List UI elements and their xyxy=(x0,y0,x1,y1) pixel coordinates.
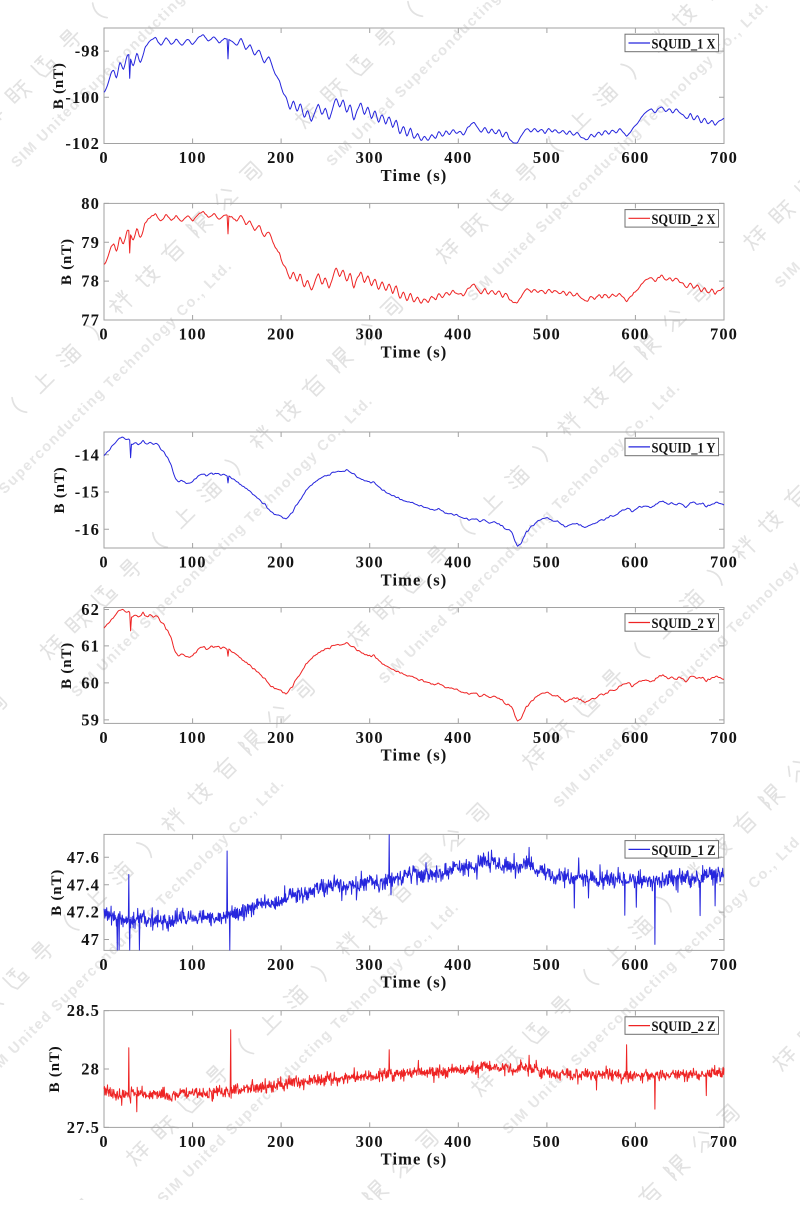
svg-text:700: 700 xyxy=(710,728,738,747)
svg-text:700: 700 xyxy=(710,553,738,572)
svg-text:Time (s): Time (s) xyxy=(381,166,448,185)
svg-text:B (nT): B (nT) xyxy=(47,1046,63,1093)
svg-text:200: 200 xyxy=(267,325,295,344)
svg-text:-100: -100 xyxy=(65,88,100,107)
svg-text:700: 700 xyxy=(710,325,738,344)
svg-text:500: 500 xyxy=(533,1132,561,1151)
svg-text:B (nT): B (nT) xyxy=(52,467,68,514)
svg-text:400: 400 xyxy=(444,955,472,974)
svg-text:Time (s): Time (s) xyxy=(381,973,448,992)
svg-text:79: 79 xyxy=(81,233,100,252)
svg-text:300: 300 xyxy=(356,728,384,747)
svg-text:200: 200 xyxy=(267,728,295,747)
svg-text:47.4: 47.4 xyxy=(67,875,100,894)
svg-text:600: 600 xyxy=(621,1132,649,1151)
svg-text:0: 0 xyxy=(99,955,108,974)
svg-text:600: 600 xyxy=(621,553,649,572)
svg-text:300: 300 xyxy=(356,1132,384,1151)
svg-text:Time (s): Time (s) xyxy=(381,342,448,361)
svg-text:0: 0 xyxy=(99,325,108,344)
svg-text:-15: -15 xyxy=(75,483,100,502)
svg-text:600: 600 xyxy=(621,955,649,974)
svg-text:600: 600 xyxy=(621,728,649,747)
svg-text:SQUID_1 Z: SQUID_1 Z xyxy=(652,843,716,859)
svg-text:77: 77 xyxy=(81,311,100,330)
svg-text:300: 300 xyxy=(356,955,384,974)
svg-text:47.2: 47.2 xyxy=(67,903,100,922)
svg-text:500: 500 xyxy=(533,955,561,974)
svg-text:61: 61 xyxy=(81,637,100,656)
svg-text:400: 400 xyxy=(444,1132,472,1151)
svg-text:700: 700 xyxy=(710,1132,738,1151)
svg-text:100: 100 xyxy=(179,553,207,572)
svg-text:200: 200 xyxy=(267,955,295,974)
svg-text:60: 60 xyxy=(81,674,100,693)
svg-text:B (nT): B (nT) xyxy=(59,238,75,285)
svg-text:0: 0 xyxy=(99,728,108,747)
svg-text:400: 400 xyxy=(444,553,472,572)
svg-text:200: 200 xyxy=(267,1132,295,1151)
svg-text:Time (s): Time (s) xyxy=(381,746,448,765)
svg-text:47.6: 47.6 xyxy=(67,848,100,867)
svg-text:27.5: 27.5 xyxy=(67,1118,100,1137)
svg-text:200: 200 xyxy=(267,148,295,167)
svg-text:400: 400 xyxy=(444,728,472,747)
svg-text:400: 400 xyxy=(444,148,472,167)
svg-text:80: 80 xyxy=(81,194,100,213)
svg-text:28: 28 xyxy=(81,1060,100,1079)
svg-text:SQUID_1 Y: SQUID_1 Y xyxy=(652,440,716,456)
svg-text:100: 100 xyxy=(179,728,207,747)
svg-text:SQUID_2 X: SQUID_2 X xyxy=(652,212,716,228)
svg-text:Time (s): Time (s) xyxy=(381,570,448,589)
svg-text:B (nT): B (nT) xyxy=(49,869,65,916)
svg-text:500: 500 xyxy=(533,325,561,344)
svg-text:700: 700 xyxy=(710,148,738,167)
svg-text:0: 0 xyxy=(99,148,108,167)
svg-text:100: 100 xyxy=(179,955,207,974)
svg-text:B (nT): B (nT) xyxy=(51,62,67,109)
svg-text:SQUID_2 Z: SQUID_2 Z xyxy=(652,1019,716,1035)
svg-text:100: 100 xyxy=(179,148,207,167)
svg-text:SQUID_2 Y: SQUID_2 Y xyxy=(652,616,716,632)
svg-text:600: 600 xyxy=(621,148,649,167)
svg-text:78: 78 xyxy=(81,272,100,291)
svg-text:700: 700 xyxy=(710,955,738,974)
svg-text:28.5: 28.5 xyxy=(67,1001,100,1020)
svg-text:-14: -14 xyxy=(75,445,100,464)
svg-text:-102: -102 xyxy=(65,134,100,153)
svg-text:400: 400 xyxy=(444,325,472,344)
svg-text:300: 300 xyxy=(356,325,384,344)
svg-text:600: 600 xyxy=(621,325,649,344)
svg-text:300: 300 xyxy=(356,148,384,167)
svg-text:500: 500 xyxy=(533,148,561,167)
svg-text:500: 500 xyxy=(533,553,561,572)
svg-text:0: 0 xyxy=(99,553,108,572)
svg-text:62: 62 xyxy=(81,600,100,619)
svg-text:SQUID_1 X: SQUID_1 X xyxy=(652,36,716,52)
svg-text:-16: -16 xyxy=(75,520,100,539)
svg-text:-98: -98 xyxy=(75,42,100,61)
svg-text:47: 47 xyxy=(81,930,100,949)
svg-text:0: 0 xyxy=(99,1132,108,1151)
svg-text:Time (s): Time (s) xyxy=(381,1150,448,1169)
svg-text:B (nT): B (nT) xyxy=(59,642,75,689)
svg-text:500: 500 xyxy=(533,728,561,747)
svg-text:59: 59 xyxy=(81,711,100,730)
svg-text:300: 300 xyxy=(356,553,384,572)
svg-text:200: 200 xyxy=(267,553,295,572)
svg-text:100: 100 xyxy=(179,325,207,344)
svg-text:100: 100 xyxy=(179,1132,207,1151)
